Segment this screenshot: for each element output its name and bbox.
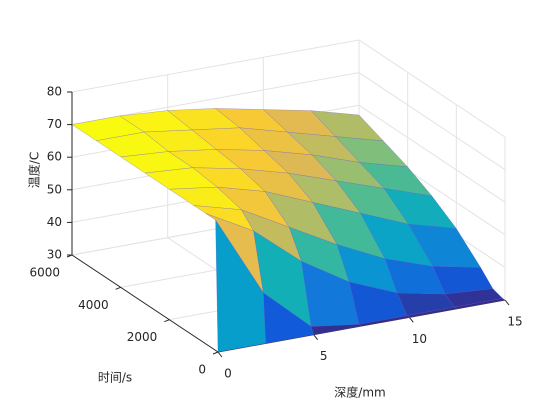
z-tick-label: 80 [47,85,62,99]
grid-line [358,104,506,203]
y-tick-label: 0 [198,363,206,377]
y-axis [71,254,219,353]
surface-patch [454,298,506,309]
z-tick-label: 60 [47,150,62,164]
z-tick-label: 40 [47,215,62,229]
x-tick-label: 10 [412,332,427,346]
z-tick-label: 30 [47,248,62,262]
x-tick [504,299,510,306]
y-tick [212,351,219,355]
z-tick-label: 70 [47,117,62,131]
y-tick-label: 6000 [29,266,60,280]
y-tick [164,319,170,323]
z-axis-label: 温度/C [27,152,42,188]
x-tick-label: 0 [224,367,232,381]
grid-line [71,39,360,93]
x-tick-label: 15 [507,315,522,329]
z-tick-label: 50 [47,182,62,196]
grid-line [358,39,506,138]
y-tick [115,286,121,290]
x-axis-label: 深度/mm [334,385,385,400]
y-axis-label: 时间/s [98,371,132,385]
x-tick [313,334,319,340]
y-tick-label: 4000 [78,298,109,312]
y-tick-label: 2000 [127,330,158,344]
x-tick [408,317,414,323]
grid-line [358,72,506,171]
x-tick-label: 5 [320,349,328,363]
x-tick [217,351,223,358]
